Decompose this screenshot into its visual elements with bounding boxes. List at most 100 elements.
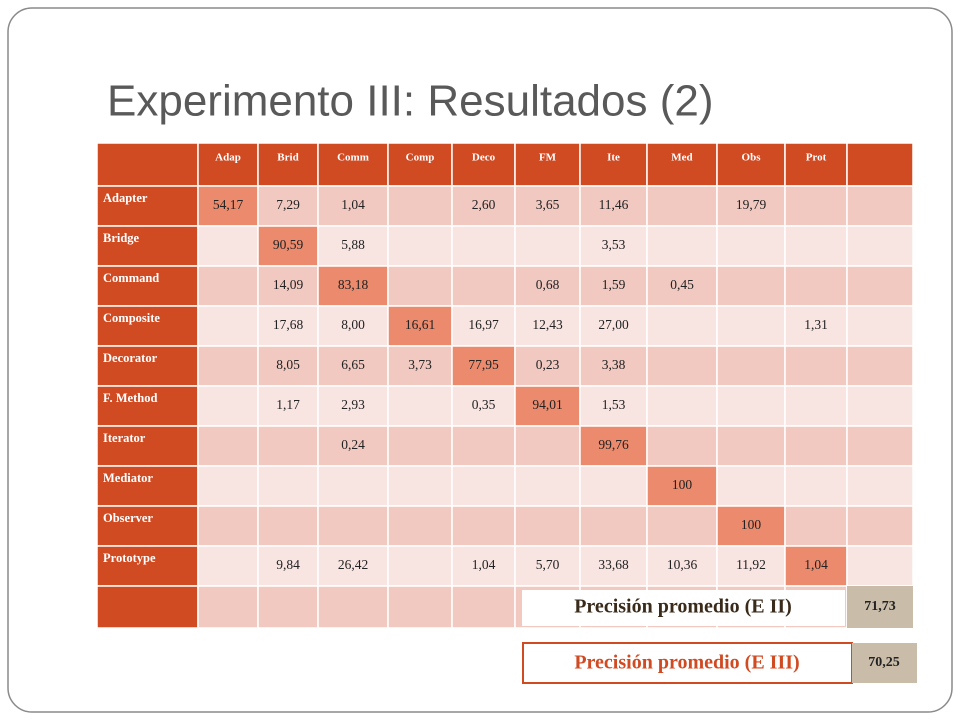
cell xyxy=(846,185,914,227)
cell xyxy=(257,425,319,467)
column-header: Med xyxy=(671,152,692,164)
cell-value: 8,05 xyxy=(276,357,300,372)
cell-value: 94,01 xyxy=(532,397,562,412)
cell-value: 16,97 xyxy=(468,317,499,332)
cell xyxy=(846,265,914,307)
cell xyxy=(716,185,786,227)
cell xyxy=(197,265,259,307)
summary-value-cell-e3 xyxy=(852,643,917,683)
column-header: Comm xyxy=(337,152,369,164)
cell xyxy=(451,225,516,267)
cell xyxy=(846,345,914,387)
cell xyxy=(784,505,848,547)
cell xyxy=(846,505,914,547)
summary-value-cell xyxy=(847,586,913,628)
cell-value: 6,65 xyxy=(341,357,365,372)
cell-value: 9,84 xyxy=(276,557,300,572)
cell xyxy=(579,305,648,347)
cell xyxy=(716,545,786,587)
footer-cell xyxy=(197,585,259,629)
column-header: FM xyxy=(539,152,557,164)
column-header: Obs xyxy=(742,152,762,164)
cell-value: 27,00 xyxy=(598,317,629,332)
cell xyxy=(451,465,516,507)
cell xyxy=(716,465,786,507)
row-label: Prototype xyxy=(103,551,156,565)
cell-value: 100 xyxy=(741,517,762,532)
cell xyxy=(846,545,914,587)
summary-value-e3: 70,25 xyxy=(868,655,900,670)
row-label: Iterator xyxy=(103,431,146,445)
result-table: Adap Brid Comm Comp Deco FM Ite Med Obs Prot Adapt… xyxy=(96,142,917,684)
cell xyxy=(451,545,516,587)
cell-value: 19,79 xyxy=(736,197,767,212)
cell-value: 100 xyxy=(672,477,693,492)
summary-label-e3: Precisión promedio (E III) xyxy=(574,652,799,674)
cell xyxy=(197,465,259,507)
highlight-cell xyxy=(784,545,848,587)
column-header: Brid xyxy=(277,152,298,164)
highlight-cell xyxy=(257,225,319,267)
column-header: Adap xyxy=(215,152,241,164)
cell xyxy=(257,265,319,307)
cell xyxy=(846,385,914,427)
row-label-cell xyxy=(96,545,199,587)
cell xyxy=(579,385,648,427)
cell xyxy=(257,465,319,507)
cell-value: 2,93 xyxy=(341,397,365,412)
column-header: Prot xyxy=(806,152,827,164)
footer-cell xyxy=(387,585,453,629)
cell xyxy=(257,185,319,227)
cell-value: 3,38 xyxy=(602,357,626,372)
cell-value: 99,76 xyxy=(598,437,629,452)
cell xyxy=(317,425,389,467)
cell-value: 0,24 xyxy=(341,437,365,452)
cell xyxy=(451,265,516,307)
header-cell xyxy=(197,142,259,187)
cell xyxy=(257,505,319,547)
row-label-cell xyxy=(96,305,199,347)
slide-title: Experimento III: Resultados (2) xyxy=(107,77,713,126)
header-cell xyxy=(257,142,319,187)
cell xyxy=(197,545,259,587)
cell-value: 26,42 xyxy=(338,557,368,572)
cell xyxy=(646,185,718,227)
cell xyxy=(646,345,718,387)
header-cell xyxy=(514,142,581,187)
row-label: Mediator xyxy=(103,471,153,485)
cell xyxy=(514,265,581,307)
header-cell xyxy=(317,142,389,187)
cell xyxy=(846,425,914,467)
cell xyxy=(579,225,648,267)
cell xyxy=(716,385,786,427)
cell xyxy=(514,225,581,267)
cell xyxy=(784,225,848,267)
footer-cell xyxy=(317,585,389,629)
cell-value: 16,61 xyxy=(405,317,435,332)
cell xyxy=(387,185,453,227)
header-cell xyxy=(784,142,848,187)
cell xyxy=(646,505,718,547)
cell xyxy=(451,425,516,467)
cell xyxy=(317,545,389,587)
cell xyxy=(784,345,848,387)
cell-value: 77,95 xyxy=(468,357,499,372)
cell xyxy=(784,185,848,227)
cell-value: 5,88 xyxy=(341,237,365,252)
cell-value: 14,09 xyxy=(273,277,304,292)
cell xyxy=(387,345,453,387)
cell xyxy=(257,545,319,587)
row-label-cell xyxy=(96,505,199,547)
highlight-cell xyxy=(514,385,581,427)
cell xyxy=(197,505,259,547)
row-label: Adapter xyxy=(103,191,148,205)
footer-label-cell xyxy=(96,585,199,629)
cell xyxy=(317,305,389,347)
cell xyxy=(514,425,581,467)
row-label: F. Method xyxy=(103,391,157,405)
cell xyxy=(716,305,786,347)
row-label-cell xyxy=(96,265,199,307)
cell-value: 3,65 xyxy=(536,197,560,212)
cell xyxy=(646,425,718,467)
summary-label: Precisión promedio (E II) xyxy=(574,596,792,618)
